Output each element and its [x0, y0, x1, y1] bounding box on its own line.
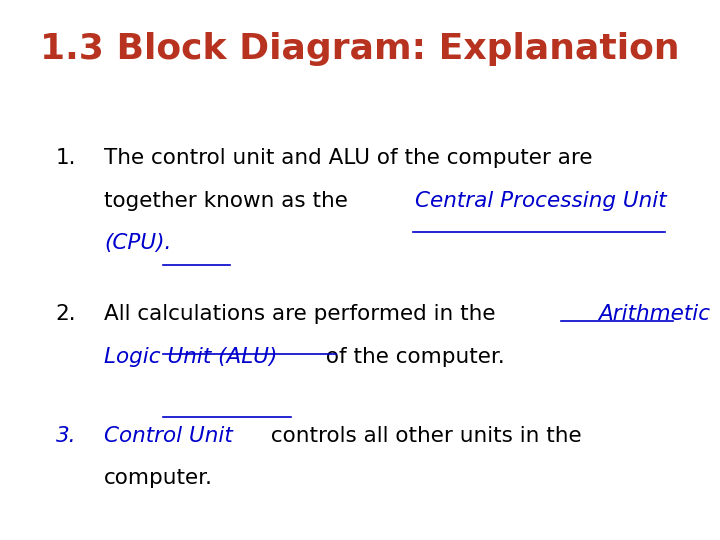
Text: 3.: 3. — [56, 426, 76, 446]
Text: Logic Unit (ALU): Logic Unit (ALU) — [104, 347, 278, 367]
Text: 2.: 2. — [56, 305, 76, 325]
Text: computer.: computer. — [104, 468, 213, 489]
Text: (CPU).: (CPU). — [104, 233, 171, 253]
Text: Arithmetic: Arithmetic — [598, 305, 710, 325]
Text: of the computer.: of the computer. — [319, 347, 505, 367]
Text: 1.3 Block Diagram: Explanation: 1.3 Block Diagram: Explanation — [40, 32, 680, 66]
Text: 1.: 1. — [56, 148, 76, 168]
Text: Central Processing Unit: Central Processing Unit — [415, 191, 667, 211]
Text: All calculations are performed in the: All calculations are performed in the — [104, 305, 503, 325]
Text: controls all other units in the: controls all other units in the — [264, 426, 581, 446]
Text: together known as the: together known as the — [104, 191, 355, 211]
Text: The control unit and ALU of the computer are: The control unit and ALU of the computer… — [104, 148, 593, 168]
Text: Control Unit: Control Unit — [104, 426, 233, 446]
